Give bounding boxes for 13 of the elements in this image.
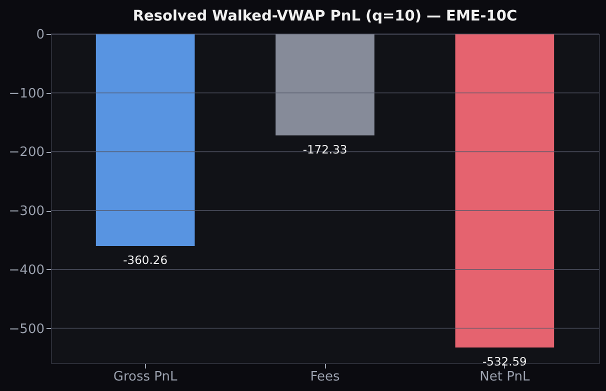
data-label: -532.59 (482, 354, 527, 368)
x-tick-label: Net PnL (480, 370, 530, 384)
y-tick-label: −500 (8, 322, 44, 337)
chart-title: Resolved Walked-VWAP PnL (q=10) — EME-10C (132, 8, 518, 24)
y-tick-label: −100 (8, 86, 44, 102)
y-tick-label: −200 (8, 145, 44, 160)
data-label: -172.33 (302, 142, 348, 156)
x-tick-label: Gross PnL (113, 370, 178, 384)
y-tick-label: −400 (8, 262, 44, 278)
y-tick-label: 0 (36, 28, 44, 42)
data-label: -360.26 (123, 253, 168, 268)
x-tick-label: Fees (310, 370, 340, 384)
y-tick-label: −300 (8, 204, 44, 220)
